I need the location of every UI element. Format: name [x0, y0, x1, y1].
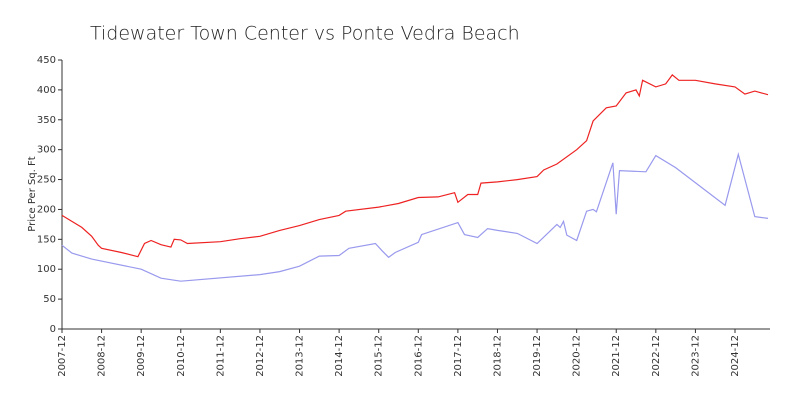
- line-series: [61, 152, 769, 282]
- y-axis-label: Price Per Sq. Ft: [27, 156, 38, 231]
- x-tick-label: 2021-12: [611, 335, 622, 377]
- x-tick-label: 2022-12: [651, 335, 662, 377]
- x-tick-label: 2020-12: [572, 335, 583, 377]
- x-tick-label: 2010-12: [176, 335, 187, 377]
- y-tick-label: 50: [43, 294, 56, 305]
- x-tick-label: 2023-12: [690, 335, 701, 377]
- x-tick-label: 2019-12: [532, 335, 543, 377]
- x-tick-label: 2018-12: [492, 335, 503, 377]
- y-tick-label: 150: [37, 234, 56, 245]
- y-tick-label: 0: [50, 324, 56, 335]
- x-tick-label: 2017-12: [453, 335, 464, 377]
- y-tick-label: 350: [37, 115, 56, 126]
- y-tick-label: 400: [37, 85, 56, 96]
- x-tick-label: 2009-12: [136, 335, 147, 377]
- chart-title: Tidewater Town Center vs Ponte Vedra Bea…: [90, 23, 520, 45]
- y-tick-label: 300: [37, 145, 56, 156]
- y-tick-label: 200: [37, 204, 56, 215]
- x-tick-label: 2008-12: [97, 335, 108, 377]
- y-tick-label: 450: [37, 55, 56, 66]
- x-tick-label: 2007-12: [57, 335, 68, 377]
- x-tick-label: 2012-12: [255, 335, 266, 377]
- x-tick-label: 2024-12: [730, 335, 741, 377]
- x-tick-label: 2013-12: [295, 335, 306, 377]
- x-tick-label: 2011-12: [215, 335, 226, 377]
- y-tick-label: 100: [37, 264, 56, 275]
- line-series: [61, 74, 769, 258]
- x-tick-label: 2015-12: [374, 335, 385, 377]
- y-tick-label: 250: [37, 175, 56, 186]
- x-tick-label: 2014-12: [334, 335, 345, 377]
- x-tick-label: 2016-12: [413, 335, 424, 377]
